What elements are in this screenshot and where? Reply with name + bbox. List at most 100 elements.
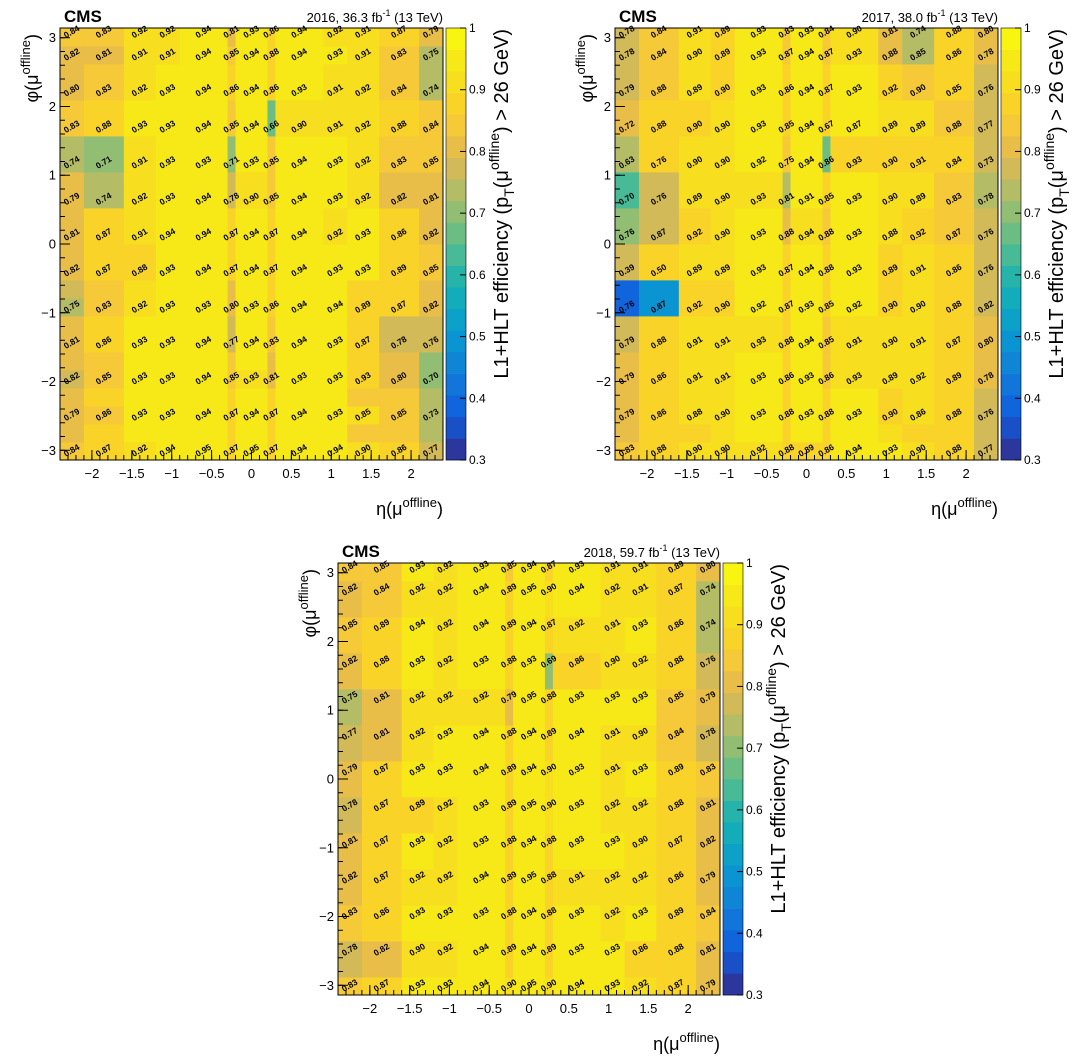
- heatmap-cell: [638, 46, 680, 65]
- heatmap-cell: [433, 743, 458, 762]
- x-axis-title: η(μoffline): [376, 495, 443, 519]
- heatmap-cell: [433, 797, 458, 816]
- heatmap-cell: [902, 280, 935, 299]
- heatmap-cell: [227, 406, 236, 425]
- heatmap-cell: [235, 190, 268, 209]
- energy-label: (13 TeV): [667, 545, 720, 560]
- heatmap-cell: [734, 28, 783, 47]
- heatmap-cell: [790, 424, 823, 443]
- heatmap-cell: [361, 887, 403, 906]
- heatmap-cell: [419, 190, 444, 209]
- heatmap-cell: [379, 100, 420, 119]
- colorbar-band: [723, 822, 743, 845]
- x-axis-title: η(μoffline): [653, 1030, 720, 1054]
- heatmap-cell: [275, 370, 324, 389]
- heatmap-cell: [782, 370, 791, 389]
- heatmap-cell: [361, 635, 403, 654]
- heatmap-cell: [544, 869, 554, 888]
- colorbar-tick-label: 0.8: [746, 679, 763, 693]
- heatmap-cell: [830, 208, 879, 227]
- heatmap-cell: [401, 923, 434, 942]
- heatmap-cell: [830, 172, 879, 191]
- heatmap-cell: [902, 226, 935, 245]
- heatmap-cell: [638, 118, 680, 137]
- heatmap-cell: [656, 599, 697, 618]
- y-tick-label: 3: [604, 30, 611, 45]
- heatmap-cell: [505, 797, 514, 816]
- heatmap-cell: [544, 581, 554, 600]
- heatmap-cell: [123, 244, 157, 263]
- heatmap-cell: [934, 280, 975, 299]
- colorbar-band: [446, 373, 466, 396]
- heatmap-cell: [615, 82, 640, 101]
- heatmap-cell: [624, 689, 657, 708]
- heatmap-cell: [696, 905, 721, 924]
- heatmap-cell: [227, 190, 236, 209]
- heatmap-cell: [235, 46, 268, 65]
- heatmap-cell: [615, 298, 640, 317]
- heatmap-cell: [934, 100, 975, 119]
- heatmap-cell: [552, 815, 602, 834]
- heatmap-cell: [822, 262, 831, 281]
- heatmap-cell: [710, 280, 736, 299]
- heatmap-cell: [60, 280, 85, 299]
- heatmap-cell: [934, 442, 975, 461]
- heatmap-cell: [323, 100, 348, 119]
- heatmap-cell: [123, 334, 157, 353]
- x-tick-label: 0.5: [560, 1001, 578, 1016]
- colorbar-band: [1001, 200, 1021, 223]
- heatmap-cell: [505, 977, 514, 996]
- x-tick-label: 1: [883, 466, 890, 481]
- heatmap-cell: [179, 190, 228, 209]
- heatmap-cell: [790, 46, 823, 65]
- heatmap-cell: [902, 298, 935, 317]
- heatmap-cell: [347, 226, 380, 245]
- y-tick-label: −2: [319, 909, 334, 924]
- heatmap-cell: [267, 352, 276, 371]
- heatmap-cell: [544, 671, 554, 690]
- heatmap-cell: [457, 869, 506, 888]
- colorbar-band: [723, 735, 743, 758]
- heatmap-cell: [734, 406, 783, 425]
- colorbar: 0.3 0.4 0.5 0.6 0.7 0.8 0.9 1: [722, 556, 763, 1002]
- heatmap-cell: [323, 64, 348, 83]
- heatmap-cell: [235, 100, 268, 119]
- heatmap-cell: [267, 280, 276, 299]
- heatmap-cell: [552, 671, 602, 690]
- heatmap-cell: [822, 82, 831, 101]
- heatmap-cell: [678, 298, 712, 317]
- heatmap-cell: [267, 406, 276, 425]
- heatmap-cell: [338, 653, 363, 672]
- heatmap-cell: [155, 280, 181, 299]
- heatmap-cell: [974, 280, 999, 299]
- heatmap-cell: [433, 887, 458, 906]
- x-axis-title-sup: offline: [680, 1030, 714, 1045]
- heatmap-cell: [696, 581, 721, 600]
- heatmap-cell: [83, 154, 125, 173]
- heatmap-cell: [615, 280, 640, 299]
- heatmap-cell: [347, 370, 380, 389]
- heatmap-cell: [123, 316, 157, 335]
- heatmap-cell: [83, 334, 125, 353]
- heatmap-cell: [513, 581, 546, 600]
- x-tick-label: 2: [962, 466, 969, 481]
- heatmap-cell: [710, 64, 736, 83]
- heatmap-cell: [323, 136, 348, 155]
- heatmap-cell: [878, 100, 903, 119]
- heatmap-cell: [338, 923, 363, 942]
- heatmap-cell: [505, 905, 514, 924]
- heatmap-cell: [155, 262, 181, 281]
- heatmap-cell: [734, 442, 783, 461]
- heatmap-cell: [323, 406, 348, 425]
- heatmap-cell: [600, 869, 625, 888]
- heatmap-cell: [782, 298, 791, 317]
- heatmap-cell: [600, 743, 625, 762]
- heatmap-cell: [123, 154, 157, 173]
- colorbar-band: [446, 200, 466, 223]
- heatmap-cell: [544, 887, 554, 906]
- heatmap-cell: [457, 689, 506, 708]
- heatmap-cell: [379, 46, 420, 65]
- heatmap-cell: [734, 64, 783, 83]
- heatmap-cell: [624, 617, 657, 636]
- heatmap-cell: [782, 172, 791, 191]
